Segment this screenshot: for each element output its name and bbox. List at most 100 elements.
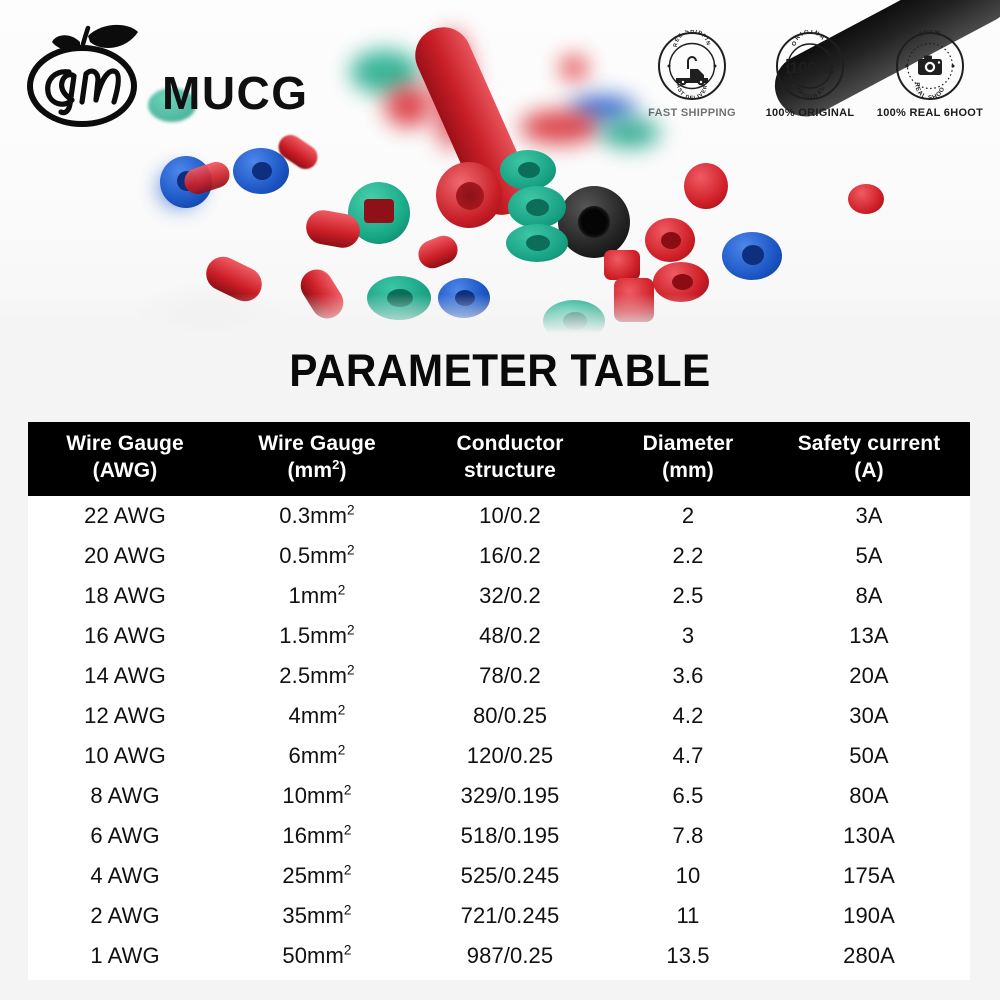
- table-row: 12 AWG 4mm2 80/0.25 4.2 30A: [28, 695, 970, 736]
- cell-awg: 10 AWG: [28, 735, 222, 776]
- cell-structure: 518/0.195: [412, 815, 608, 856]
- cell-structure: 32/0.2: [412, 575, 608, 616]
- red-silicone-ring: [604, 250, 640, 280]
- cell-current: 80A: [768, 775, 970, 816]
- trust-badges: FREE SHIPPING FAST DELIVERY FAST SHIPPIN…: [636, 25, 988, 135]
- column-header-line2: (AWG): [92, 458, 158, 482]
- column-header-line1: Safety current: [797, 432, 941, 455]
- cell-current: 8A: [768, 575, 970, 616]
- cell-structure: 80/0.25: [412, 695, 608, 736]
- green-silicone-ring: [508, 186, 566, 228]
- cell-diameter: 3.6: [608, 655, 768, 696]
- cell-structure: 78/0.2: [412, 655, 608, 696]
- table-row: 10 AWG 6mm2 120/0.25 4.7 50A: [28, 735, 970, 776]
- page-title: PARAMETER TABLE: [289, 345, 711, 396]
- badge-caption: 100% REAL 6HOOT: [876, 107, 984, 119]
- cell-mm2: 35mm2: [222, 895, 412, 936]
- cell-awg: 1 AWG: [28, 935, 222, 980]
- table-row: 22 AWG 0.3mm2 10/0.2 2 3A: [28, 495, 970, 536]
- green-silicone-ring: [543, 300, 605, 340]
- cell-diameter: 4.2: [608, 695, 768, 736]
- product-photo: [0, 0, 1000, 340]
- red-silicone-segment: [294, 263, 350, 325]
- table-row: 2 AWG 35mm2 721/0.245 11 190A: [28, 895, 970, 936]
- cell-structure: 16/0.2: [412, 535, 608, 576]
- blue-silicone-ring: [722, 232, 782, 280]
- cell-mm2: 4mm2: [222, 695, 412, 736]
- table-body: 22 AWG 0.3mm2 10/0.2 2 3A 20 AWG 0.5mm2 16/0.2 2…: [28, 495, 970, 980]
- green-silicone-ring: [148, 88, 196, 122]
- column-header-structure: Conductor structure: [412, 422, 608, 496]
- cell-awg: 14 AWG: [28, 655, 222, 696]
- cell-awg: 18 AWG: [28, 575, 222, 616]
- cell-diameter: 6.5: [608, 775, 768, 816]
- cell-diameter: 3: [608, 615, 768, 656]
- bokeh-blob: [600, 118, 660, 148]
- column-header-line1: Wire Gauge: [258, 432, 376, 455]
- cell-mm2: 50mm2: [222, 935, 412, 980]
- svg-text:100%: 100%: [918, 30, 942, 38]
- blue-silicone-ring: [438, 278, 490, 318]
- cell-mm2: 10mm2: [222, 775, 412, 816]
- cell-diameter: 2: [608, 495, 768, 536]
- original-seal-icon: 100% ORIGINAL ORIGINAL: [774, 29, 846, 102]
- table-row: 18 AWG 1mm2 32/0.2 2.5 8A: [28, 575, 970, 616]
- camera-icon: 100% REAL SHOOT: [892, 25, 966, 102]
- cell-diameter: 7.8: [608, 815, 768, 856]
- column-header-line1: Diameter: [642, 432, 734, 455]
- column-header-awg: Wire Gauge (AWG): [28, 422, 222, 496]
- cell-current: 5A: [768, 535, 970, 576]
- cell-structure: 721/0.245: [412, 895, 608, 936]
- cell-awg: 4 AWG: [28, 855, 222, 896]
- cell-structure: 48/0.2: [412, 615, 608, 656]
- brand-logo: MUCG: [22, 18, 342, 130]
- cell-awg: 2 AWG: [28, 895, 222, 936]
- red-silicone-ring: [614, 278, 654, 322]
- red-silicone-segment: [200, 251, 268, 307]
- cell-mm2: 25mm2: [222, 855, 412, 896]
- red-tube-core: [456, 182, 484, 210]
- blue-silicone-ring: [233, 148, 289, 194]
- badge-caption: FAST SHIPPING: [648, 107, 736, 119]
- badge-caption: 100% ORIGINAL: [765, 107, 855, 119]
- cell-current: 175A: [768, 855, 970, 896]
- table-row: 20 AWG 0.5mm2 16/0.2 2.2 5A: [28, 535, 970, 576]
- table-header: Wire Gauge (AWG) Wire Gauge (mm2) Conduc…: [28, 422, 970, 496]
- brand-name: MUCG: [162, 67, 309, 119]
- cell-mm2: 1mm2: [222, 575, 412, 616]
- bokeh-blob: [385, 85, 431, 127]
- cell-awg: 16 AWG: [28, 615, 222, 656]
- svg-text:FAST DELIVERY: FAST DELIVERY: [656, 30, 709, 102]
- cell-mm2: 0.3mm2: [222, 495, 412, 536]
- cell-current: 13A: [768, 615, 970, 656]
- apple-leaf-monogram-logo-icon: [22, 18, 148, 130]
- cell-mm2: 1.5mm2: [222, 615, 412, 656]
- cell-structure: 329/0.195: [412, 775, 608, 816]
- cell-structure: 10/0.2: [412, 495, 608, 536]
- cell-structure: 987/0.25: [412, 935, 608, 980]
- bokeh-blob: [560, 55, 588, 81]
- column-header-line2: (mm2): [287, 456, 347, 482]
- column-header-diameter: Diameter (mm): [608, 422, 768, 496]
- table-row: 14 AWG 2.5mm2 78/0.2 3.6 20A: [28, 655, 970, 696]
- cell-diameter: 2.5: [608, 575, 768, 616]
- cell-awg: 22 AWG: [28, 495, 222, 536]
- table-row: 1 AWG 50mm2 987/0.25 13.5 280A: [28, 935, 970, 980]
- column-header-line1: Wire Gauge: [66, 432, 184, 455]
- cell-awg: 8 AWG: [28, 775, 222, 816]
- column-header-line2: structure: [464, 458, 556, 482]
- delivery-truck-icon: FREE SHIPPING FAST DELIVERY: [653, 26, 728, 102]
- column-header-mm2: Wire Gauge (mm2): [222, 422, 412, 496]
- cell-current: 190A: [768, 895, 970, 936]
- cell-current: 50A: [768, 735, 970, 776]
- bokeh-blob: [520, 110, 600, 144]
- red-silicone-segment: [414, 231, 462, 273]
- red-silicone-ring: [645, 218, 695, 262]
- red-silicone-ring: [848, 184, 884, 214]
- green-silicone-ring: [367, 276, 431, 320]
- cell-diameter: 13.5: [608, 935, 768, 980]
- cell-mm2: 2.5mm2: [222, 655, 412, 696]
- cell-diameter: 2.2: [608, 535, 768, 576]
- cell-awg: 20 AWG: [28, 535, 222, 576]
